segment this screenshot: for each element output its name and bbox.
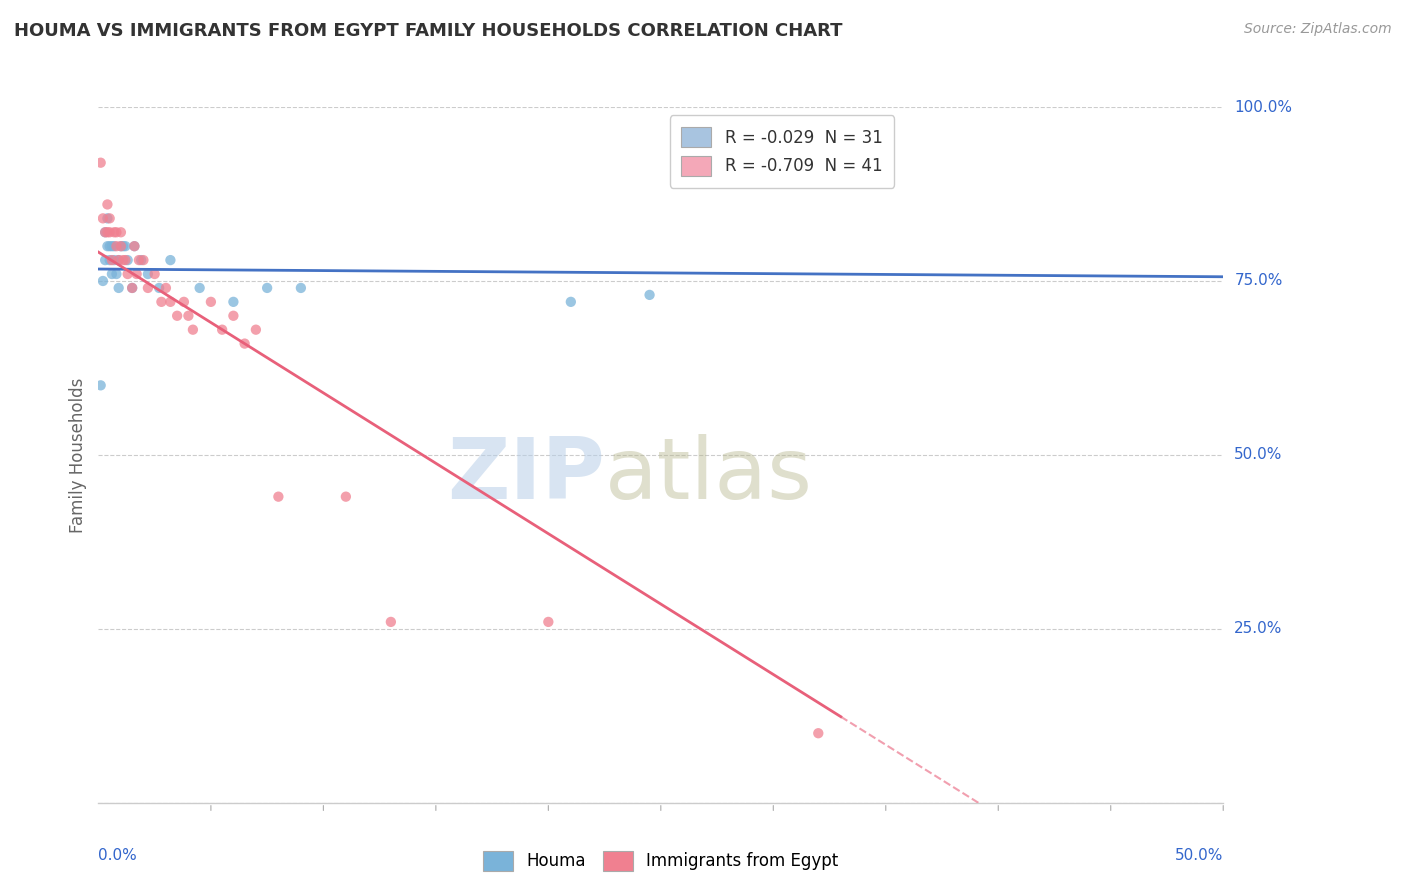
Point xyxy=(101,267,124,281)
Point xyxy=(94,225,117,239)
Point xyxy=(222,309,245,323)
Point xyxy=(96,211,118,226)
Point xyxy=(110,239,132,253)
Point xyxy=(103,253,125,268)
Point xyxy=(110,225,132,239)
Point xyxy=(121,281,143,295)
Point xyxy=(143,267,166,281)
Point xyxy=(110,239,132,253)
Point xyxy=(290,281,312,295)
Point xyxy=(166,309,188,323)
Legend: R = -0.029  N = 31, R = -0.709  N = 41: R = -0.029 N = 31, R = -0.709 N = 41 xyxy=(669,115,894,187)
Point xyxy=(638,288,661,302)
Point xyxy=(101,253,124,268)
Point xyxy=(105,267,128,281)
Point xyxy=(103,239,125,253)
Point xyxy=(159,253,181,268)
Point xyxy=(91,211,114,226)
Text: 25.0%: 25.0% xyxy=(1234,622,1282,636)
Point xyxy=(129,253,152,268)
Point xyxy=(125,267,148,281)
Y-axis label: Family Households: Family Households xyxy=(69,377,87,533)
Point xyxy=(807,726,830,740)
Text: ZIP: ZIP xyxy=(447,434,605,517)
Point xyxy=(150,294,173,309)
Point xyxy=(188,281,211,295)
Text: 75.0%: 75.0% xyxy=(1234,274,1282,288)
Point xyxy=(233,336,256,351)
Text: Source: ZipAtlas.com: Source: ZipAtlas.com xyxy=(1244,22,1392,37)
Point xyxy=(114,239,136,253)
Point xyxy=(112,253,135,268)
Point xyxy=(107,253,129,268)
Point xyxy=(103,225,125,239)
Point xyxy=(124,239,146,253)
Point xyxy=(173,294,195,309)
Point xyxy=(117,253,139,268)
Point xyxy=(98,225,121,239)
Point xyxy=(94,253,117,268)
Point xyxy=(90,378,112,392)
Point xyxy=(560,294,582,309)
Point xyxy=(335,490,357,504)
Text: 0.0%: 0.0% xyxy=(98,848,138,863)
Point xyxy=(267,490,290,504)
Point xyxy=(94,225,117,239)
Point xyxy=(148,281,170,295)
Point xyxy=(181,323,204,337)
Point xyxy=(98,211,121,226)
Point xyxy=(121,281,143,295)
Point xyxy=(112,239,135,253)
Point xyxy=(101,239,124,253)
Text: 50.0%: 50.0% xyxy=(1234,448,1282,462)
Text: HOUMA VS IMMIGRANTS FROM EGYPT FAMILY HOUSEHOLDS CORRELATION CHART: HOUMA VS IMMIGRANTS FROM EGYPT FAMILY HO… xyxy=(14,22,842,40)
Text: 100.0%: 100.0% xyxy=(1234,100,1292,114)
Point xyxy=(107,253,129,268)
Point xyxy=(245,323,267,337)
Point xyxy=(114,253,136,268)
Point xyxy=(136,267,159,281)
Point xyxy=(96,239,118,253)
Point xyxy=(117,267,139,281)
Point xyxy=(98,239,121,253)
Text: atlas: atlas xyxy=(605,434,813,517)
Point xyxy=(91,274,114,288)
Point xyxy=(211,323,233,337)
Point xyxy=(159,294,181,309)
Point xyxy=(128,253,150,268)
Point xyxy=(96,225,118,239)
Point xyxy=(105,225,128,239)
Point xyxy=(107,281,129,295)
Point xyxy=(177,309,200,323)
Point xyxy=(96,197,118,211)
Legend: Houma, Immigrants from Egypt: Houma, Immigrants from Egypt xyxy=(475,842,846,880)
Point xyxy=(155,281,177,295)
Point xyxy=(256,281,278,295)
Text: 50.0%: 50.0% xyxy=(1175,848,1223,863)
Point xyxy=(537,615,560,629)
Point xyxy=(90,155,112,169)
Point xyxy=(222,294,245,309)
Point xyxy=(132,253,155,268)
Point xyxy=(136,281,159,295)
Point xyxy=(380,615,402,629)
Point xyxy=(124,239,146,253)
Point xyxy=(200,294,222,309)
Point xyxy=(98,253,121,268)
Point xyxy=(105,239,128,253)
